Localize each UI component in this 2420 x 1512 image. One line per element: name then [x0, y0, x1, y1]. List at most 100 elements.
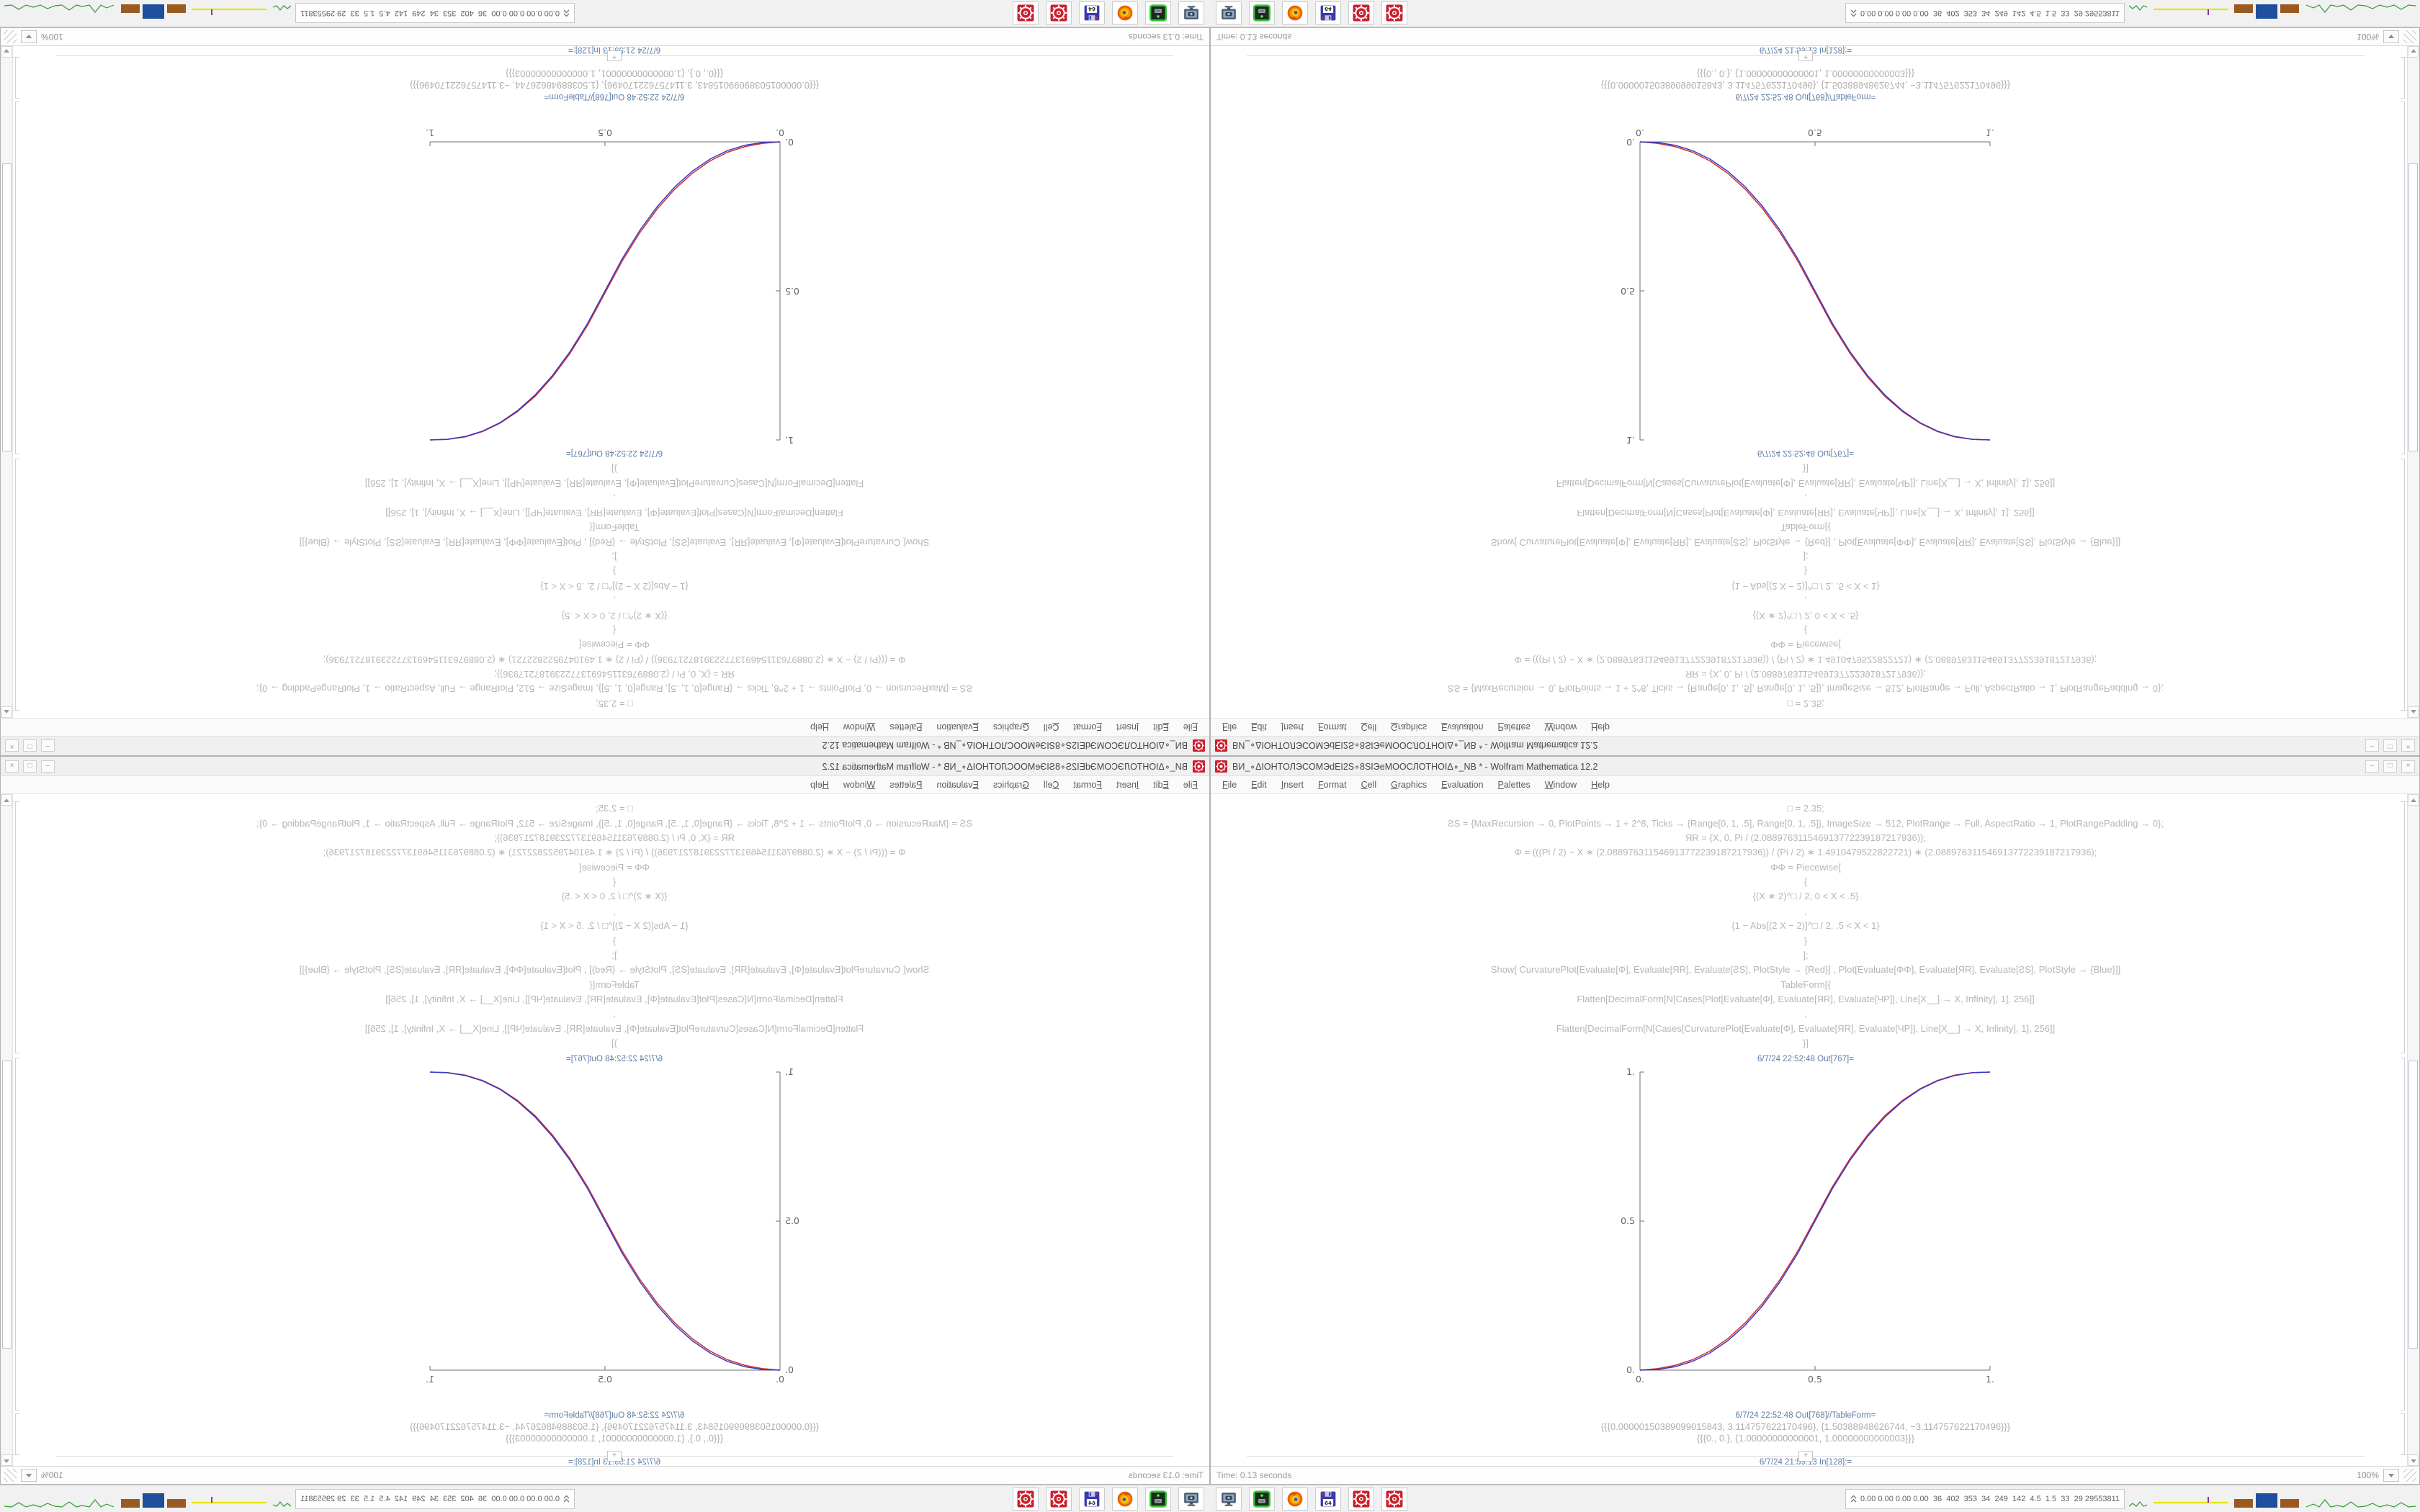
input-code-line[interactable]: } — [612, 935, 617, 946]
close-button[interactable]: × — [5, 739, 19, 752]
menu-item-format[interactable]: Format — [1317, 780, 1347, 790]
screenshot-tool-launcher[interactable] — [1216, 1, 1242, 25]
menu-item-palettes[interactable]: Palettes — [1497, 722, 1531, 732]
menu-item-graphics[interactable]: Graphics — [1391, 780, 1428, 790]
input-code-line[interactable]: Flatten[DecimalForm[N[Cases[CurvaturePlo… — [364, 478, 864, 490]
input-code-line[interactable]: ]; — [611, 949, 617, 960]
menu-item-evaluation[interactable]: Evaluation — [936, 722, 979, 732]
input-code-line[interactable]: , — [1804, 1008, 1807, 1020]
input-code-line[interactable]: {(X ∗ 2)^□ / 2, 0 < X < .5} — [561, 891, 668, 902]
input-code-line[interactable]: ƧS = {MaxRecursion → 0, PlotPoints → 1 +… — [1448, 683, 2164, 695]
menu-item-evaluation[interactable]: Evaluation — [1441, 722, 1484, 732]
cell-bracket[interactable] — [2401, 1058, 2405, 1410]
menu-item-palettes[interactable]: Palettes — [1497, 780, 1531, 790]
menu-item-help[interactable]: Help — [810, 780, 829, 790]
cell-bracket[interactable] — [15, 102, 19, 454]
mathematica-launcher-1[interactable] — [1348, 1487, 1374, 1511]
menu-item-graphics[interactable]: Graphics — [992, 722, 1029, 732]
vertical-scrollbar[interactable] — [2407, 46, 2419, 718]
menu-item-insert[interactable]: Insert — [1116, 722, 1139, 732]
scroll-up-button[interactable] — [1, 794, 12, 806]
menu-item-evaluation[interactable]: Evaluation — [1441, 780, 1484, 790]
resize-grip[interactable] — [2403, 30, 2416, 43]
input-code-line[interactable]: Show[ CurvaturePlot[Evaluate[Φ], Evaluat… — [299, 964, 930, 976]
zoom-dropdown[interactable] — [21, 30, 37, 43]
menu-item-help[interactable]: Help — [1591, 780, 1610, 790]
input-code-line[interactable]: □ = 2.35; — [1787, 803, 1824, 814]
window-titlebar[interactable]: ВИ_∘ΔIOHTOЛЭCOMЭdЕI2S∘8SIЭeMOOCЛOTHOIΔ∘_… — [1211, 757, 2419, 776]
menu-item-window[interactable]: Window — [843, 722, 876, 732]
c64-emulator-launcher[interactable]: 64 — [1079, 1487, 1105, 1511]
resize-grip[interactable] — [4, 1469, 17, 1482]
menu-item-window[interactable]: Window — [1544, 780, 1577, 790]
minimize-button[interactable]: – — [2365, 739, 2379, 752]
input-code-line[interactable]: ЯR = {X, 0, Pi / (2.08897631154691377223… — [493, 832, 735, 843]
menu-item-file[interactable]: File — [1222, 722, 1237, 732]
emulator-launcher[interactable] — [1145, 1487, 1171, 1511]
input-code-line[interactable]: , — [613, 1008, 616, 1020]
menu-item-cell[interactable]: Cell — [1361, 722, 1377, 732]
firefox-launcher[interactable] — [1112, 1, 1138, 25]
menu-item-graphics[interactable]: Graphics — [992, 780, 1029, 790]
input-code-line[interactable]: Φ = (((Pi / 2) − X ∗ (2.0889763115469137… — [323, 847, 906, 858]
menu-item-file[interactable]: File — [1183, 780, 1198, 790]
scroll-up-button[interactable] — [2408, 706, 2419, 718]
mathematica-launcher-1[interactable] — [1046, 1, 1072, 25]
mathematica-launcher-2[interactable] — [1013, 1487, 1039, 1511]
c64-emulator-launcher[interactable]: 64 — [1079, 1, 1105, 25]
input-code-line[interactable]: }] — [611, 1038, 617, 1049]
zoom-dropdown[interactable] — [2383, 1469, 2399, 1482]
menu-item-format[interactable]: Format — [1317, 722, 1347, 732]
menu-item-evaluation[interactable]: Evaluation — [936, 780, 979, 790]
emulator-launcher[interactable] — [1249, 1, 1275, 25]
resize-grip[interactable] — [2403, 1469, 2416, 1482]
menu-item-insert[interactable]: Insert — [1281, 780, 1304, 790]
input-code-line[interactable]: ƧS = {MaxRecursion → 0, PlotPoints → 1 +… — [256, 683, 972, 695]
output-plot[interactable]: 0. 0.5 1. 0. 0.5 1. — [1604, 118, 2007, 446]
input-code-line[interactable]: } — [1803, 935, 1808, 946]
cell-bracket[interactable] — [15, 801, 19, 1053]
input-code-line[interactable]: ]; — [1803, 949, 1809, 960]
notebook-content[interactable]: □ = 2.35; ƧS = {MaxRecursion → 0, PlotPo… — [1211, 794, 2419, 1466]
input-code-line[interactable]: TableForm[{ — [589, 522, 640, 534]
zoom-dropdown[interactable] — [2383, 30, 2399, 43]
menu-item-palettes[interactable]: Palettes — [889, 722, 923, 732]
emulator-launcher[interactable] — [1249, 1487, 1275, 1511]
input-code-line[interactable]: } — [612, 566, 617, 577]
insert-cell-button[interactable]: + — [1798, 50, 1813, 61]
cell-bracket[interactable] — [2401, 801, 2405, 1053]
output-plot[interactable]: 0. 0.5 1. 0. 0.5 1. — [413, 118, 816, 446]
cell-insertion-bar[interactable]: + — [55, 50, 1174, 61]
vertical-scrollbar[interactable] — [2407, 794, 2419, 1466]
input-code-line[interactable]: , — [613, 905, 616, 917]
screenshot-tool-launcher[interactable] — [1216, 1487, 1242, 1511]
insert-cell-button[interactable]: + — [607, 50, 622, 61]
scroll-down-button[interactable] — [1, 46, 12, 58]
menu-item-format[interactable]: Format — [1073, 722, 1103, 732]
resize-grip[interactable] — [4, 30, 17, 43]
output-plot[interactable]: 0. 0.5 1. 0. 0.5 1. — [1604, 1066, 2007, 1394]
input-code-line[interactable]: Flatten[DecimalForm[N[Cases[CurvaturePlo… — [1556, 478, 2056, 490]
screenshot-tool-launcher[interactable] — [1178, 1, 1204, 25]
minimize-button[interactable]: – — [41, 760, 55, 773]
input-code-line[interactable]: Show[ CurvaturePlot[Evaluate[Φ], Evaluat… — [299, 536, 930, 548]
scroll-down-button[interactable] — [2408, 46, 2419, 58]
input-code-line[interactable]: {1 − Abs[(2 X − 2)]^□ / 2, .5 < X < 1} — [540, 920, 689, 932]
cell-bracket[interactable] — [15, 1413, 19, 1455]
scroll-up-button[interactable] — [1, 706, 12, 718]
scroll-up-button[interactable] — [2408, 794, 2419, 806]
input-code-line[interactable]: } — [1803, 566, 1808, 577]
cell-insertion-bar[interactable]: + — [1246, 1451, 2365, 1462]
input-code-line[interactable]: Flatten[DecimalForm[N[Cases[CurvaturePlo… — [1556, 1022, 2056, 1034]
window-titlebar[interactable]: ВИ_∘ΔIOHTOЛЭCOMЭdЕI2S∘8SIЭeMOOCЛOTHOIΔ∘_… — [1, 757, 1209, 776]
c64-emulator-launcher[interactable]: 64 — [1315, 1, 1341, 25]
input-code-line[interactable]: {(X ∗ 2)^□ / 2, 0 < X < .5} — [1752, 891, 1859, 902]
input-code-line[interactable]: ƧS = {MaxRecursion → 0, PlotPoints → 1 +… — [1448, 817, 2164, 829]
input-code-line[interactable]: , — [613, 492, 616, 504]
input-code-line[interactable]: {1 − Abs[(2 X − 2)]^□ / 2, .5 < X < 1} — [1731, 580, 1880, 592]
cell-bracket[interactable] — [2401, 459, 2405, 711]
emulator-launcher[interactable] — [1145, 1, 1171, 25]
input-code-line[interactable]: ΦΦ = Piecewise[ — [1770, 639, 1841, 651]
input-code-line[interactable]: {1 − Abs[(2 X − 2)]^□ / 2, .5 < X < 1} — [540, 580, 689, 592]
input-code-line[interactable]: { — [612, 876, 617, 888]
